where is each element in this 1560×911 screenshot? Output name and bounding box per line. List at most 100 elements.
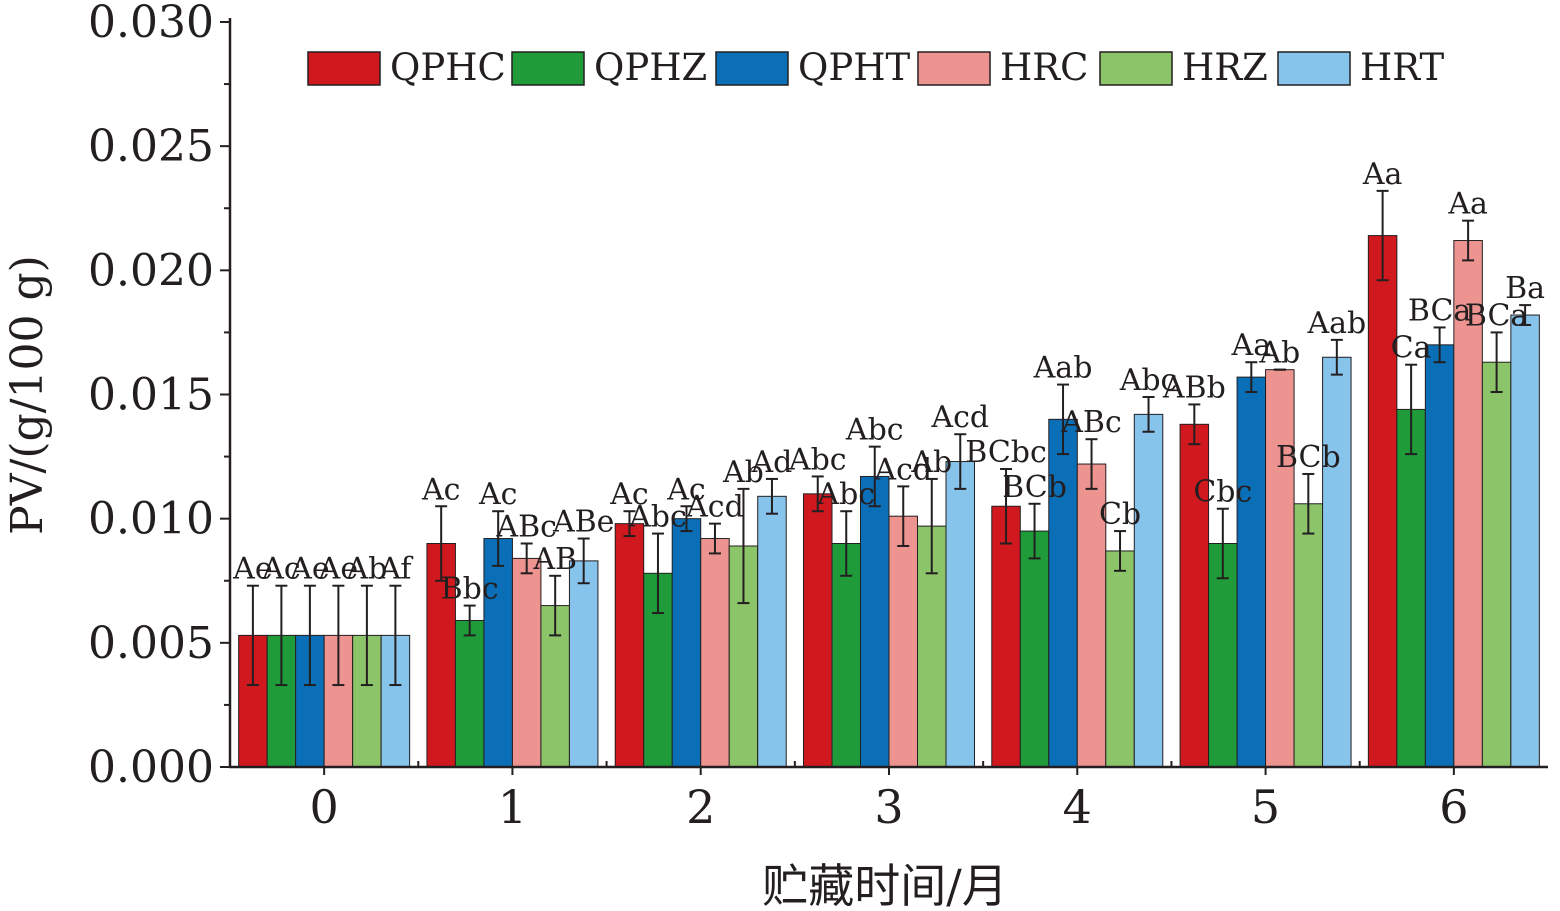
bar-qphz	[1019, 530, 1050, 768]
significance-label: Ab	[722, 455, 764, 490]
bar-qpht	[483, 538, 513, 768]
significance-label: Ab	[345, 552, 387, 587]
significance-label: ABb	[1162, 370, 1226, 405]
bar-hrc	[1265, 369, 1295, 768]
significance-label: ABc	[1060, 405, 1122, 440]
bar-hrt	[568, 560, 599, 768]
significance-label: Cb	[1099, 497, 1141, 532]
significance-label: BCa	[1465, 298, 1529, 333]
bar-qphz	[1208, 543, 1238, 768]
legend-label-hrc: HRC	[1000, 46, 1088, 89]
bar-hrz	[1105, 550, 1135, 768]
significance-label: Aa	[1447, 187, 1488, 222]
bar-qpht	[1424, 344, 1455, 768]
legend-swatch-hrc	[917, 51, 991, 86]
significance-label: Ae	[232, 552, 272, 587]
bar-hrt	[945, 461, 975, 768]
y-tick-label: 0.010	[88, 494, 214, 545]
bar-qpht	[671, 518, 702, 768]
legend-swatch-qphc	[307, 51, 381, 86]
y-tick-label: 0.015	[88, 370, 214, 421]
bar-qphz	[1396, 408, 1426, 768]
legend-swatch-hrt	[1277, 51, 1351, 86]
significance-label: Aa	[1362, 157, 1403, 192]
bar-qpht	[860, 475, 890, 768]
significance-label: Abc	[845, 413, 904, 448]
bar-hrc	[511, 557, 542, 768]
significance-label: Acd	[930, 400, 989, 435]
significance-label: Ac	[609, 477, 648, 512]
significance-label: Aab	[1033, 351, 1093, 386]
significance-label: Aa	[1231, 328, 1272, 363]
bar-hrt	[1133, 413, 1164, 768]
legend-swatch-qphz	[511, 51, 585, 86]
significance-label: Cbc	[1193, 475, 1252, 510]
significance-label: AB	[532, 542, 577, 577]
y-tick-label: 0.030	[88, 0, 214, 48]
bar-qphc	[614, 523, 645, 768]
significance-label: Ba	[1505, 271, 1545, 306]
legend-label-hrt: HRT	[1360, 46, 1444, 89]
legend-label-qphc: QPHC	[390, 46, 506, 89]
significance-label: Abc	[1119, 363, 1178, 398]
bar-hrc	[888, 515, 918, 768]
significance-label: Af	[378, 552, 413, 587]
significance-label: Abc	[628, 500, 687, 535]
bar-qphc	[991, 505, 1021, 768]
bar-hrc	[700, 538, 730, 768]
y-tick-label: 0.020	[88, 245, 214, 296]
significance-label: Aab	[1306, 306, 1366, 341]
bar-hrz	[1293, 503, 1324, 768]
legend: QPHC QPHZ QPHT HRC HRZ HRT	[307, 46, 1444, 89]
legend-label-hrz: HRZ	[1182, 46, 1268, 89]
x-tick-label: 0	[310, 780, 339, 834]
legend-label-qpht: QPHT	[798, 46, 910, 89]
significance-label: Abc	[816, 477, 875, 512]
y-tick-label: 0.025	[88, 121, 214, 172]
bar-qphz	[454, 619, 485, 768]
y-tick-label: 0.000	[88, 742, 214, 793]
significance-label: Acd	[873, 452, 932, 487]
significance-label: Bbc	[441, 572, 499, 607]
significance-label: BCb	[1276, 440, 1341, 475]
significance-label: BCb	[1002, 470, 1067, 505]
significance-label: Acd	[685, 490, 744, 525]
x-tick-label: 1	[498, 780, 527, 834]
legend-label-qphz: QPHZ	[594, 46, 707, 89]
significance-label: Ae	[318, 552, 358, 587]
bar-qpht	[1048, 418, 1078, 768]
x-tick-label: 2	[686, 780, 715, 834]
significance-label: Ac	[421, 472, 460, 507]
bars-layer	[238, 189, 1540, 768]
significance-label: Ac	[261, 552, 300, 587]
legend-swatch-qpht	[715, 51, 789, 86]
x-axis-title: 贮藏时间/月	[762, 859, 1008, 911]
bar-qphz	[831, 543, 861, 768]
significance-label: ABc	[495, 510, 557, 545]
data-labels-layer: AeAcAeAeAbAfAcBbcAcABcABABeAcAbcAcAcdAbA…	[232, 157, 1545, 607]
y-axis-title: PV/(g/100 g)	[2, 255, 53, 535]
bar-hrt	[1322, 356, 1352, 768]
y-tick-label: 0.005	[88, 618, 214, 669]
x-tick-label: 4	[1063, 780, 1092, 834]
bar-hrt	[1510, 314, 1540, 768]
x-tick-label: 5	[1251, 780, 1280, 834]
significance-label: Ab	[910, 445, 952, 480]
bar-qphc	[1367, 235, 1398, 768]
bar-qphc	[803, 493, 833, 768]
x-tick-label: 3	[874, 780, 903, 834]
bar-qpht	[1236, 376, 1267, 768]
bar-hrz	[1481, 361, 1512, 768]
significance-label: BCbc	[965, 435, 1047, 470]
bar-hrt	[757, 495, 787, 768]
bar-hrc	[1076, 463, 1107, 768]
significance-label: Ad	[751, 445, 793, 480]
significance-label: Abc	[788, 442, 847, 477]
axes-layer: 0.000 0.005 0.010 0.015 0.020 0.025 0.030 0 1 2 3 4…	[88, 0, 1548, 834]
significance-label: BCa	[1408, 293, 1472, 328]
significance-label: ABe	[552, 505, 614, 540]
significance-label: Ae	[289, 552, 329, 587]
significance-label: Ac	[666, 472, 705, 507]
significance-label: Ac	[478, 477, 517, 512]
